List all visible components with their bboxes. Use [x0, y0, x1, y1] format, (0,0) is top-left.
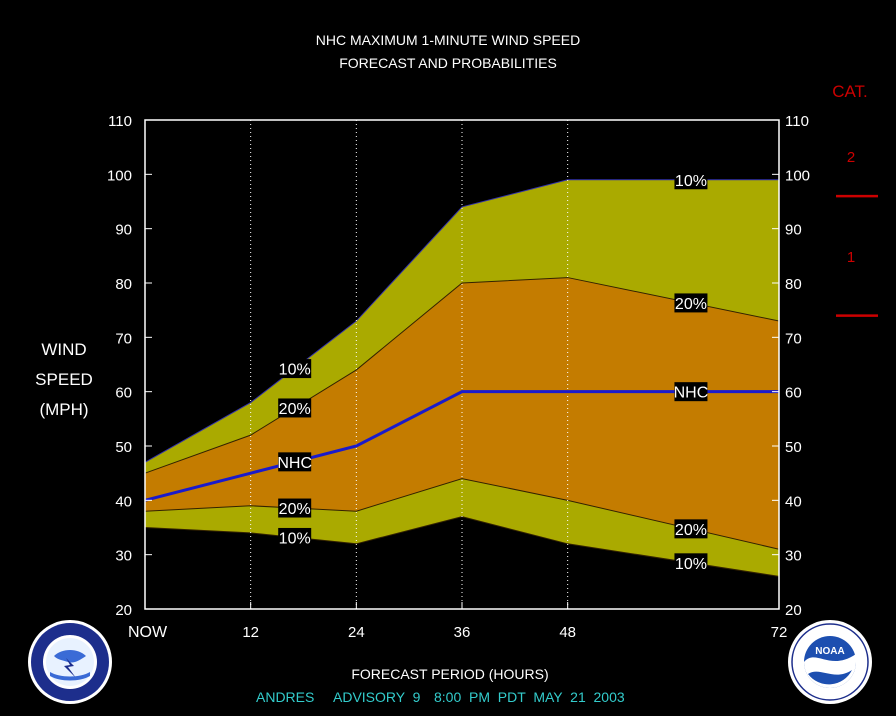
- y-tick-label-left-20: 20: [115, 602, 132, 619]
- y-tick-label-right-50: 50: [785, 439, 802, 456]
- svg-text:NOAA: NOAA: [815, 646, 844, 657]
- series-label-right-0: 10%: [675, 173, 707, 190]
- y-tick-label-right-110: 110: [785, 113, 809, 130]
- chart-title-line1: NHC MAXIMUM 1-MINUTE WIND SPEED: [316, 32, 580, 48]
- series-label-left-0: 10%: [279, 362, 311, 379]
- y-tick-label-right-70: 70: [785, 330, 802, 347]
- y-tick-label-left-80: 80: [115, 276, 132, 293]
- y-tick-label-left-100: 100: [107, 167, 132, 184]
- series-label-right-4: 10%: [675, 556, 707, 573]
- advisory-time: 8:00 PM PDT MAY 21 2003: [434, 689, 625, 705]
- boundary-line-0: [144, 179, 779, 463]
- y-tick-label-right-90: 90: [785, 222, 802, 239]
- series-label-left-3: 20%: [279, 501, 311, 518]
- x-axis-label: FORECAST PERIOD (HOURS): [351, 666, 548, 682]
- series-label-left-2-box: [278, 452, 312, 472]
- x-tick-label-36: 36: [454, 624, 471, 641]
- category-header: CAT.: [832, 82, 868, 101]
- noaa-logo: NOAA: [788, 620, 872, 704]
- y-axis-label-line1: WIND: [41, 340, 86, 359]
- series-label-right-0-box: [674, 170, 708, 190]
- y-tick-label-left-90: 90: [115, 222, 132, 239]
- nws-logo: [28, 620, 112, 704]
- x-tick-label-0: NOW: [128, 624, 168, 641]
- series-label-right-2-box: [674, 382, 708, 402]
- y-axis-label-line2: SPEED: [35, 370, 93, 389]
- series-label-right-3: 20%: [675, 522, 707, 539]
- series-label-left-1-box: [278, 398, 312, 418]
- series-label-right-3-box: [674, 519, 708, 539]
- y-tick-label-left-40: 40: [115, 493, 132, 510]
- y-tick-label-right-80: 80: [785, 276, 802, 293]
- y-tick-label-right-30: 30: [785, 548, 802, 565]
- category-label-2: 2: [847, 149, 855, 166]
- nhc-forecast-line: [144, 390, 779, 502]
- series-label-left-1: 20%: [279, 401, 311, 418]
- series-label-right-4-box: [674, 553, 708, 573]
- series-label-right-1-box: [674, 293, 708, 313]
- x-tick-label-72: 72: [771, 624, 788, 641]
- series-label-left-0-box: [278, 359, 312, 379]
- y-tick-label-left-30: 30: [115, 548, 132, 565]
- y-axis-label-line3: (MPH): [39, 400, 88, 419]
- series-label-left-3-box: [278, 498, 312, 518]
- series-label-left-4-box: [278, 527, 312, 547]
- y-tick-label-left-60: 60: [115, 385, 132, 402]
- boundary-line-3: [144, 478, 780, 550]
- y-tick-label-left-50: 50: [115, 439, 132, 456]
- boundary-line-1: [144, 277, 780, 474]
- series-label-left-2: NHC: [277, 455, 312, 472]
- chart-title-line2: FORECAST AND PROBABILITIES: [339, 55, 557, 71]
- y-tick-label-left-70: 70: [115, 330, 132, 347]
- series-label-right-2: NHC: [674, 385, 709, 402]
- series-label-right-1: 20%: [675, 296, 707, 313]
- y-tick-label-right-100: 100: [785, 167, 810, 184]
- series-label-left-4: 10%: [279, 530, 311, 547]
- x-tick-label-24: 24: [348, 624, 365, 641]
- band-20-percent: [145, 277, 779, 550]
- y-tick-label-right-20: 20: [785, 602, 802, 619]
- y-tick-label-right-40: 40: [785, 493, 802, 510]
- y-tick-label-left-110: 110: [108, 113, 132, 130]
- x-tick-label-48: 48: [559, 624, 576, 641]
- advisory-storm-name: ANDRES: [256, 689, 314, 705]
- advisory-number: ADVISORY 9: [333, 689, 421, 705]
- x-tick-label-12: 12: [242, 624, 259, 641]
- category-label-1: 1: [847, 249, 855, 266]
- boundary-line-4: [144, 516, 780, 577]
- y-tick-label-right-60: 60: [785, 385, 802, 402]
